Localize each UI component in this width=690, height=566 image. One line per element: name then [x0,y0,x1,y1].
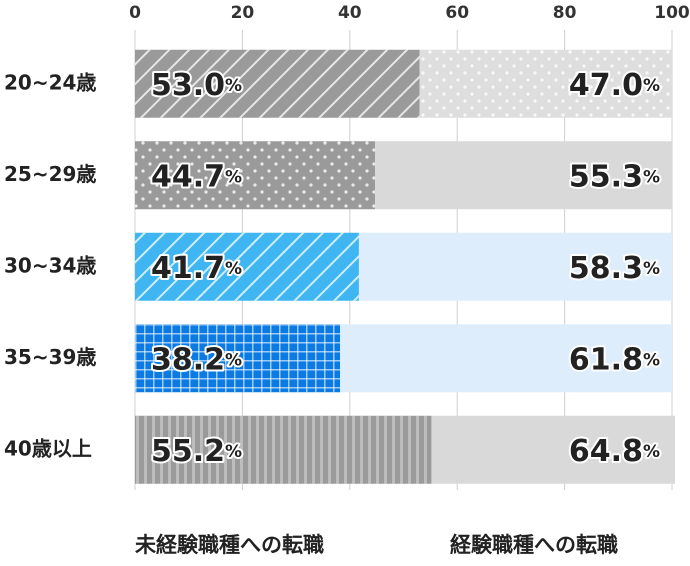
x-tick-label: 40 [338,3,362,23]
x-tick-label: 0 [129,3,141,23]
x-tick-label: 80 [553,3,577,23]
category-label: 30~34歳 [4,253,96,277]
value-label: 55.3% [569,159,660,194]
x-tick-label: 100 [654,3,690,23]
value-label: 53.0% [151,67,242,102]
bar-segment [340,324,672,393]
value-label: 55.2% [151,433,242,468]
value-label: 41.7% [151,250,242,285]
bar-segment [358,232,672,301]
value-label: 47.0% [569,67,660,102]
value-label: 58.3% [569,250,660,285]
category-label: 40歳以上 [4,436,92,460]
value-label: 44.7% [151,159,242,194]
bar-pattern [135,49,420,118]
category-label: 35~39歳 [4,345,96,369]
legend-label: 経験職種への転職 [450,533,618,557]
x-tick-label: 20 [231,3,255,23]
bar-segment [431,415,675,484]
category-label: 20~24歳 [4,70,96,94]
bar-pattern [135,415,432,484]
bar-segment [375,141,672,210]
bar-pattern [135,141,376,210]
value-label: 38.2% [151,342,242,377]
bar-pattern [135,324,341,393]
x-tick-label: 60 [445,3,469,23]
legend-label: 未経験職種への転職 [135,533,324,557]
category-label: 25~29歳 [4,162,96,186]
bar-pattern [135,232,359,301]
value-label: 64.8% [569,433,660,468]
bar-pattern [419,49,672,118]
value-label: 61.8% [569,342,660,377]
